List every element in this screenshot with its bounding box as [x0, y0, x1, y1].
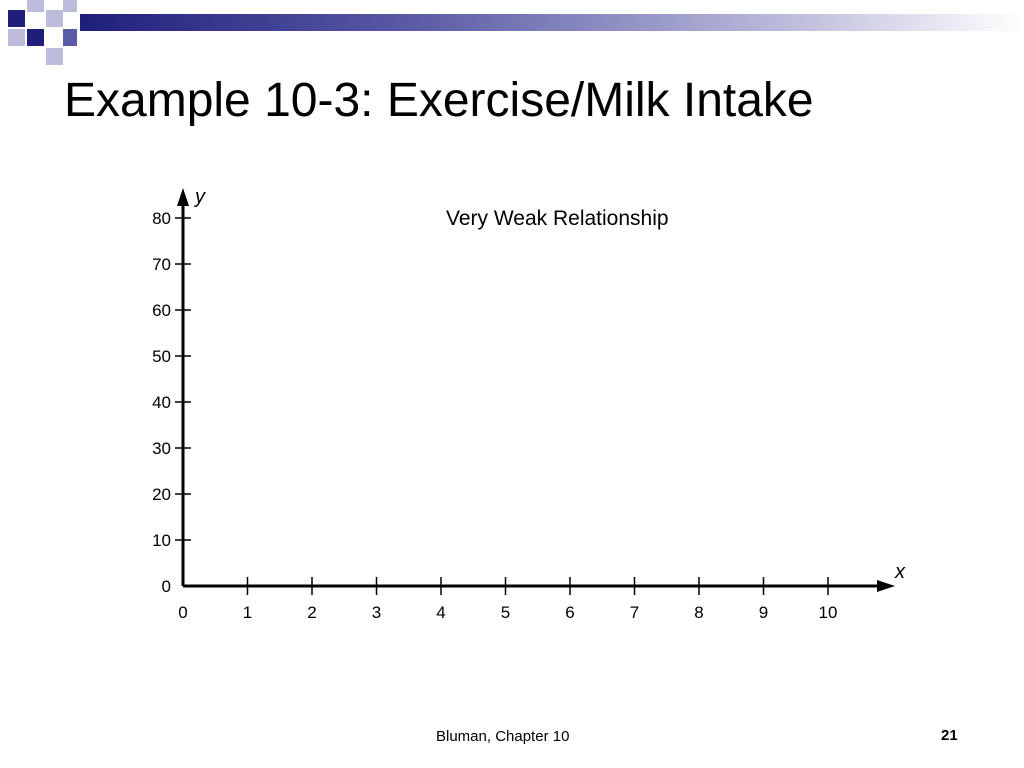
y-tick-label: 60 — [152, 301, 171, 320]
x-tick-label: 4 — [436, 603, 445, 622]
decor-square — [27, 0, 44, 12]
chart-annotation: Very Weak Relationship — [446, 207, 669, 230]
decor-square — [8, 29, 25, 46]
scatter-chart: x y 0 1 2 3 4 5 6 7 8 9 10 0 10 20 30 40 50 60 70 80 Very Weak… — [140, 180, 920, 630]
y-tick-label: 80 — [152, 209, 171, 228]
x-tick-label: 7 — [630, 603, 639, 622]
header-decoration — [0, 0, 1024, 80]
y-tick-label: 20 — [152, 485, 171, 504]
decor-square — [27, 29, 44, 46]
x-tick-label: 10 — [819, 603, 838, 622]
x-tick-label: 2 — [307, 603, 316, 622]
slide-footer: Bluman, Chapter 10 — [436, 728, 570, 745]
y-axis-arrow — [177, 188, 189, 206]
decor-square — [46, 10, 63, 27]
y-tick-label: 40 — [152, 393, 171, 412]
y-axis-label: y — [193, 186, 206, 208]
y-tick-label: 70 — [152, 255, 171, 274]
y-tick-label: 10 — [152, 531, 171, 550]
x-tick-label: 0 — [178, 603, 187, 622]
slide-title: Example 10-3: Exercise/Milk Intake — [64, 74, 814, 127]
x-tick-label: 6 — [565, 603, 574, 622]
x-tick-label: 3 — [372, 603, 381, 622]
x-axis-arrow — [877, 580, 895, 592]
y-tick-label: 0 — [162, 577, 171, 596]
x-tick-label: 8 — [694, 603, 703, 622]
header-gradient-bar — [80, 14, 1024, 31]
y-tick-label: 30 — [152, 439, 171, 458]
x-axis-label: x — [894, 561, 906, 583]
decor-square — [63, 0, 77, 12]
chart-svg: x y 0 1 2 3 4 5 6 7 8 9 10 0 10 20 30 40 50 60 70 80 Very Weak… — [152, 186, 906, 622]
decor-square — [8, 10, 25, 27]
y-tick-label: 50 — [152, 347, 171, 366]
x-tick-label: 9 — [759, 603, 768, 622]
page-number: 21 — [941, 727, 958, 744]
decor-square — [63, 29, 77, 46]
decor-square — [46, 48, 63, 65]
x-tick-label: 1 — [243, 603, 252, 622]
x-tick-label: 5 — [501, 603, 510, 622]
